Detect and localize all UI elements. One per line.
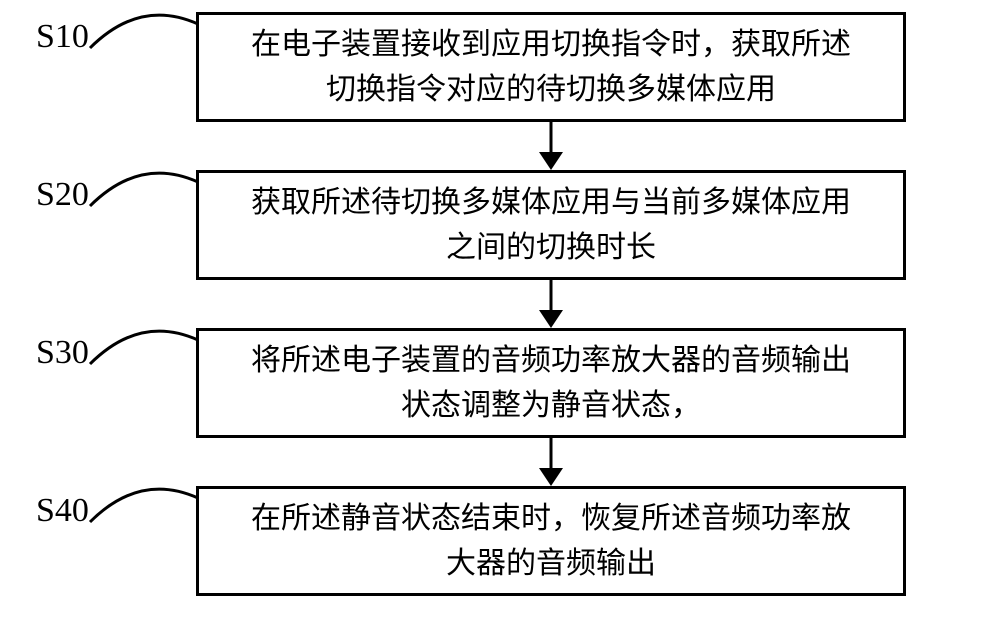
step-label-s20: S20 — [36, 176, 89, 214]
arrow-s10-s20 — [539, 122, 563, 170]
step-text: 在电子装置接收到应用切换指令时，获取所述 — [251, 22, 851, 67]
label-curve-s40 — [90, 478, 210, 538]
step-label-s30: S30 — [36, 334, 89, 372]
label-curve-s30 — [90, 320, 210, 380]
step-label-s10: S10 — [36, 18, 89, 56]
step-text: 将所述电子装置的音频功率放大器的音频输出 — [251, 338, 851, 383]
step-label-s40: S40 — [36, 492, 89, 530]
flowchart-container: S10 在电子装置接收到应用切换指令时，获取所述 切换指令对应的待切换多媒体应用… — [0, 0, 1000, 622]
step-text: 状态调整为静音状态， — [401, 383, 701, 428]
step-box-s10: 在电子装置接收到应用切换指令时，获取所述 切换指令对应的待切换多媒体应用 — [196, 12, 906, 122]
step-text: 获取所述待切换多媒体应用与当前多媒体应用 — [251, 180, 851, 225]
label-curve-s20 — [90, 162, 210, 222]
step-text: 之间的切换时长 — [446, 225, 656, 270]
step-text: 切换指令对应的待切换多媒体应用 — [326, 67, 776, 112]
step-box-s20: 获取所述待切换多媒体应用与当前多媒体应用 之间的切换时长 — [196, 170, 906, 280]
step-text: 大器的音频输出 — [446, 541, 656, 586]
arrow-s30-s40 — [539, 438, 563, 486]
step-text: 在所述静音状态结束时，恢复所述音频功率放 — [251, 496, 851, 541]
step-box-s40: 在所述静音状态结束时，恢复所述音频功率放 大器的音频输出 — [196, 486, 906, 596]
arrow-s20-s30 — [539, 280, 563, 328]
step-box-s30: 将所述电子装置的音频功率放大器的音频输出 状态调整为静音状态， — [196, 328, 906, 438]
label-curve-s10 — [90, 4, 210, 64]
